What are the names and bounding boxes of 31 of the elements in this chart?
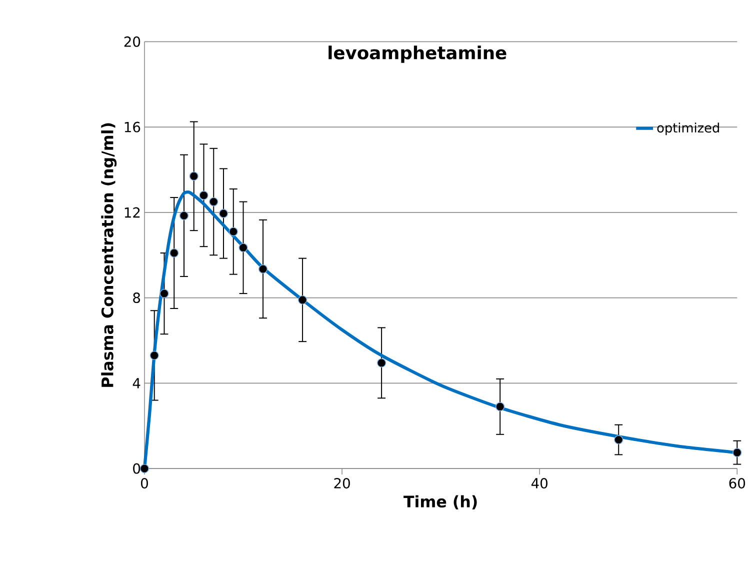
y-tick-label: 8: [133, 292, 140, 304]
point: [218, 209, 228, 218]
point: [189, 172, 198, 181]
point: [150, 350, 159, 360]
point: [496, 402, 505, 412]
point: [170, 248, 179, 258]
x-tick-label: 60: [729, 478, 746, 489]
point: [732, 448, 742, 458]
y-tick-label: 0: [133, 463, 140, 474]
y-tick-label: 20: [124, 36, 140, 48]
point: [238, 243, 248, 252]
y-tick-label: 16: [124, 122, 140, 132]
point: [298, 295, 308, 305]
y-axis-title: Plasma Concentration (ng/ml): [101, 123, 117, 387]
point: [376, 358, 386, 368]
point: [258, 264, 268, 274]
y-tick-label: 12: [124, 207, 140, 218]
point: [160, 289, 169, 298]
legend-label: optimized: [657, 122, 719, 136]
x-tick-label: 40: [531, 478, 548, 489]
y-tick-label: 4: [132, 378, 140, 388]
point: [199, 190, 208, 200]
point: [209, 197, 218, 206]
x-tick-label: 20: [334, 478, 350, 489]
point: [140, 464, 150, 474]
point: [614, 435, 624, 444]
x-tick-label: 0: [140, 478, 148, 489]
x-axis-title: Time (h): [404, 495, 477, 510]
point: [179, 211, 189, 220]
point: [228, 227, 238, 236]
chart-title: levoamphetamine: [328, 46, 506, 63]
